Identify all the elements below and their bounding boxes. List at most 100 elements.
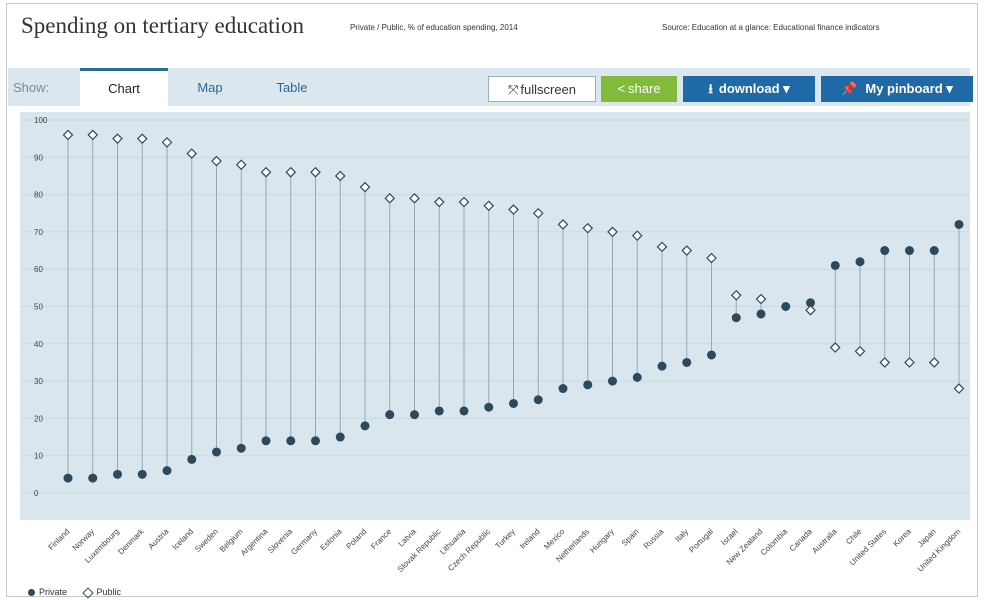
x-tick-label-35: Japan	[916, 527, 938, 549]
private-point-34	[905, 246, 914, 256]
private-point-18	[509, 398, 518, 408]
private-point-26	[707, 350, 716, 360]
x-tick-label-24: Russia	[642, 527, 666, 551]
x-tick-label-31: Australia	[810, 527, 839, 556]
private-point-14	[410, 410, 419, 420]
public-point-23	[631, 230, 643, 241]
x-tick-label-11: Estonia	[318, 527, 344, 553]
y-tick-label-90: 90	[34, 153, 43, 162]
y-tick-label-80: 80	[34, 191, 43, 200]
public-point-1	[87, 129, 99, 141]
source-note: Source: Education at a glance: Education…	[662, 23, 880, 32]
private-point-19	[533, 395, 543, 405]
public-point-16	[458, 196, 470, 208]
private-point-32	[855, 257, 865, 267]
x-tick-label-36: United Kingdom	[916, 527, 963, 574]
private-point-0	[63, 473, 73, 483]
public-point-26	[706, 252, 717, 264]
private-point-21	[583, 380, 593, 390]
private-point-29	[781, 302, 791, 311]
y-tick-label-40: 40	[34, 340, 43, 349]
private-point-24	[657, 361, 667, 371]
y-tick-label-100: 100	[34, 116, 48, 125]
private-point-23	[632, 372, 642, 382]
x-tick-label-12: Poland	[344, 527, 368, 551]
public-point-17	[483, 200, 495, 212]
y-tick-label-50: 50	[34, 303, 43, 312]
private-point-1	[88, 473, 98, 483]
private-point-31	[830, 260, 840, 270]
public-point-12	[359, 181, 371, 193]
public-point-0	[62, 129, 74, 141]
public-point-20	[557, 219, 569, 230]
public-point-35	[928, 357, 940, 368]
private-point-3	[137, 469, 147, 479]
public-point-8	[260, 166, 272, 178]
public-point-19	[532, 207, 544, 219]
private-point-17	[484, 402, 494, 412]
y-tick-label-20: 20	[34, 414, 43, 423]
share-button[interactable]: < share	[601, 76, 677, 102]
private-point-36	[954, 219, 964, 229]
pinboard-button[interactable]: 📌 My pinboard ▾	[821, 76, 973, 102]
tab-table[interactable]: Table	[276, 80, 308, 95]
public-point-13	[384, 192, 396, 204]
public-point-27	[730, 289, 742, 301]
private-point-7	[236, 443, 246, 453]
private-point-16	[459, 406, 469, 416]
y-tick-label-70: 70	[34, 228, 43, 237]
legend-private-label: Private	[39, 587, 68, 597]
public-point-31	[829, 342, 841, 353]
y-tick-label-10: 10	[34, 452, 43, 461]
public-point-2	[112, 133, 123, 144]
page-title: Spending on tertiary education	[21, 13, 304, 38]
private-point-25	[682, 357, 692, 367]
public-point-14	[409, 192, 420, 204]
x-tick-label-4: Austria	[146, 527, 170, 551]
expand-icon: ⤧	[507, 82, 519, 97]
public-point-11	[334, 170, 346, 182]
public-point-6	[211, 155, 222, 167]
private-point-6	[212, 447, 221, 457]
private-point-33	[880, 246, 890, 256]
private-point-9	[286, 436, 296, 446]
private-point-12	[360, 421, 370, 431]
private-point-11	[335, 432, 345, 442]
public-point-9	[285, 166, 297, 178]
public-point-28	[755, 293, 767, 305]
public-point-7	[235, 159, 247, 171]
x-tick-label-0: Finland	[46, 527, 71, 552]
x-tick-label-6: Sweden	[193, 527, 220, 554]
fullscreen-button[interactable]: ⤧ fullscreen	[488, 76, 596, 102]
legend-public-marker	[81, 586, 94, 599]
share-label: share	[628, 81, 661, 96]
x-tick-label-19: Ireland	[518, 527, 542, 551]
x-tick-label-5: Iceland	[171, 527, 196, 552]
tab-chart[interactable]: Chart	[80, 68, 168, 106]
x-tick-label-26: Portugal	[687, 527, 715, 555]
public-point-30	[805, 304, 816, 316]
x-tick-label-3: Denmark	[116, 526, 146, 556]
public-point-22	[607, 226, 618, 238]
public-point-15	[433, 196, 445, 208]
private-point-8	[261, 436, 271, 446]
x-tick-label-15: Slovak Republic	[396, 527, 443, 574]
x-tick-label-18: Turkey	[493, 527, 516, 550]
private-point-5	[187, 454, 197, 464]
private-point-13	[385, 410, 395, 420]
public-point-10	[310, 166, 321, 178]
download-button[interactable]: ⭳ download ▾	[683, 76, 815, 102]
fullscreen-label: fullscreen	[520, 82, 577, 97]
private-point-2	[113, 469, 122, 479]
tab-map[interactable]: Map	[197, 80, 223, 95]
x-tick-label-29: Colombia	[759, 527, 790, 558]
public-point-36	[953, 383, 965, 394]
share-icon: <	[617, 81, 626, 96]
private-point-22	[608, 376, 617, 386]
x-tick-label-25: Italy	[673, 527, 690, 544]
public-point-18	[508, 204, 519, 215]
x-tick-label-13: France	[369, 527, 393, 551]
legend-public-label: Public	[96, 587, 122, 597]
private-point-15	[434, 406, 444, 416]
private-point-4	[162, 466, 172, 476]
